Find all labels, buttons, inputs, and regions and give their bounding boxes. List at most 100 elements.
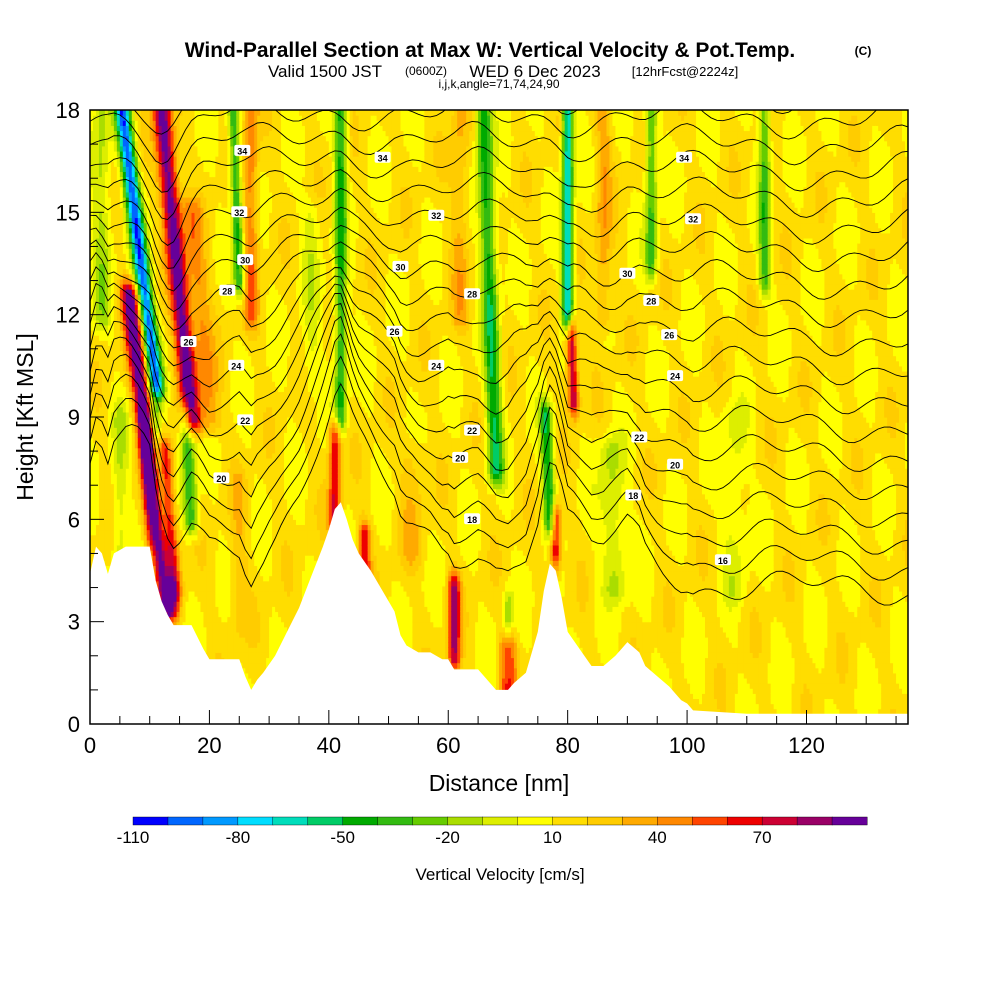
field-cell: [164, 273, 169, 280]
field-cell: [125, 222, 130, 229]
field-cell: [155, 345, 160, 352]
field-cell: [98, 401, 103, 408]
field-cell: [158, 248, 163, 254]
field-cell: [110, 478, 115, 485]
field-cell: [98, 150, 103, 157]
field-cell: [158, 150, 163, 157]
field-cell: [161, 519, 166, 526]
field-cell: [164, 580, 169, 587]
field-cell: [128, 381, 133, 387]
field-cell: [122, 391, 127, 398]
field-cell: [164, 196, 169, 203]
field-cell: [95, 335, 100, 341]
field-cell: [98, 248, 103, 254]
field-cell: [116, 319, 121, 326]
field-cell: [146, 345, 151, 352]
field-cell: [128, 509, 133, 515]
field-cell: [134, 447, 139, 454]
field-cell: [122, 514, 127, 520]
field-cell: [119, 217, 124, 224]
field-cell: [107, 529, 112, 536]
field-cell: [131, 150, 136, 157]
field-cell: [110, 355, 115, 362]
field-cell: [161, 468, 166, 474]
field-cell: [116, 391, 121, 398]
field-cell: [128, 473, 133, 479]
field-cell: [107, 283, 112, 290]
field-cell: [104, 135, 109, 142]
field-cell: [143, 222, 148, 229]
field-cell: [125, 283, 130, 290]
field-cell: [167, 304, 172, 311]
field-cell: [161, 386, 166, 393]
field-cell: [90, 417, 94, 423]
field-cell: [128, 110, 133, 116]
field-cell: [116, 217, 121, 224]
field-cell: [167, 406, 172, 413]
field-cell: [155, 483, 160, 490]
field-cell: [134, 386, 139, 393]
field-cell: [119, 457, 124, 464]
field-cell: [98, 427, 103, 433]
field-cell: [161, 345, 166, 352]
field-cell: [113, 514, 118, 520]
field-cell: [128, 411, 133, 418]
field-cell: [98, 376, 103, 382]
field-cell: [92, 473, 97, 479]
field-cell: [131, 232, 136, 239]
field-cell: [110, 196, 115, 203]
field-cell: [131, 202, 136, 208]
field-cell: [98, 396, 103, 403]
field-cell: [131, 519, 136, 526]
field-cell: [101, 529, 106, 536]
field-cell: [119, 381, 124, 387]
field-cell: [107, 509, 112, 515]
field-cell: [131, 488, 136, 495]
field-cell: [155, 427, 160, 433]
field-cell: [125, 258, 130, 265]
field-cell: [134, 207, 139, 213]
field-cell: [155, 350, 160, 357]
field-cell: [143, 503, 148, 510]
field-cell: [107, 217, 112, 224]
field-cell: [167, 145, 172, 152]
field-cell: [167, 585, 172, 592]
field-cell: [146, 350, 151, 357]
field-cell: [146, 145, 151, 152]
field-cell: [107, 345, 112, 352]
field-cell: [128, 268, 133, 275]
field-cell: [167, 345, 172, 352]
field-cell: [113, 232, 118, 239]
field-cell: [128, 376, 133, 382]
field-cell: [113, 503, 118, 510]
field-cell: [104, 243, 109, 249]
field-cell: [158, 585, 163, 592]
field-cell: [161, 381, 166, 387]
field-cell: [137, 207, 142, 213]
field-cell: [95, 345, 100, 352]
field-cell: [149, 150, 154, 157]
field-cell: [167, 248, 172, 254]
field-cell: [161, 314, 166, 321]
field-cell: [110, 156, 115, 162]
field-cell: [146, 294, 151, 300]
field-cell: [131, 120, 136, 126]
field-cell: [107, 161, 112, 167]
field-cell: [95, 417, 100, 423]
field-cell: [164, 457, 169, 464]
field-cell: [152, 519, 157, 526]
field-cell: [155, 447, 160, 454]
field-cell: [140, 478, 145, 485]
field-cell: [92, 294, 97, 300]
field-cell: [90, 473, 94, 479]
field-cell: [104, 442, 109, 449]
field-cell: [131, 406, 136, 413]
field-cell: [101, 427, 106, 433]
field-cell: [104, 534, 109, 541]
field-cell: [134, 534, 139, 541]
field-cell: [164, 335, 169, 341]
field-cell: [104, 493, 109, 500]
field-cell: [146, 330, 151, 336]
field-cell: [119, 145, 124, 152]
field-cell: [107, 191, 112, 198]
